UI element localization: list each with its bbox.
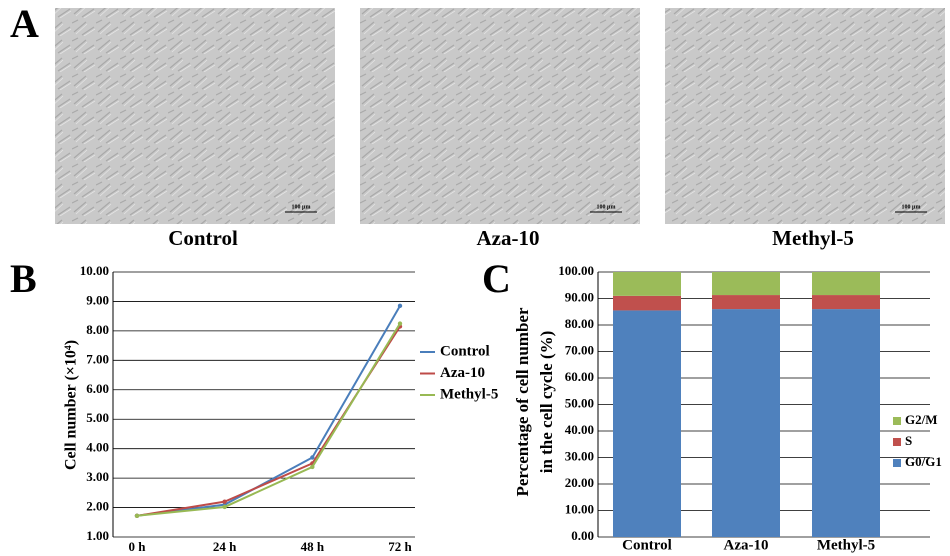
y-tick-label: 2.00 — [86, 499, 109, 514]
panel-label: C — [482, 256, 511, 301]
y-tick-label: 6.00 — [86, 381, 109, 396]
bar-segment — [712, 295, 780, 310]
scale-bar-label: 100 μm — [597, 204, 616, 210]
y-tick-label: 5.00 — [86, 410, 109, 425]
y-tick-label: 7.00 — [86, 351, 109, 366]
y-tick-label: 30.00 — [565, 448, 594, 463]
bar-segment — [613, 310, 681, 537]
x-tick-label: 0 h — [129, 539, 147, 554]
y-tick-label: 100.00 — [558, 263, 594, 278]
point — [222, 499, 227, 504]
point — [397, 321, 403, 326]
point — [222, 504, 227, 510]
scale-bar-label: 100 μm — [902, 204, 921, 210]
x-tick-label: 24 h — [213, 539, 237, 554]
micrograph — [360, 8, 640, 224]
y-tick-label: 10.00 — [565, 501, 594, 516]
line — [136, 305, 401, 517]
legend-label: G2/M — [905, 412, 938, 427]
y-axis-label: Cell number (×10⁴) — [63, 340, 80, 470]
x-tick-label: Methyl-5 — [817, 537, 875, 553]
legend-label: S — [905, 433, 912, 448]
y-tick-label: 20.00 — [565, 475, 594, 490]
line — [136, 323, 401, 517]
bar-segment — [712, 272, 780, 296]
bar-segment — [613, 272, 681, 296]
y-tick-label: 4.00 — [86, 440, 109, 455]
y-tick-label: 3.00 — [86, 469, 109, 484]
image-caption: Aza-10 — [477, 226, 540, 250]
image-caption: Control — [168, 226, 238, 250]
point — [310, 455, 315, 460]
bar-segment — [613, 295, 681, 311]
y-tick-label: 10.00 — [80, 263, 109, 278]
y-tick-label: 90.00 — [565, 289, 594, 304]
x-tick-label: Aza-10 — [724, 537, 769, 553]
y-tick-label: 40.00 — [565, 422, 594, 437]
point — [310, 464, 315, 470]
panel-label: B — [10, 256, 37, 301]
legend-label: Methyl-5 — [440, 386, 498, 402]
legend-swatch — [893, 459, 901, 467]
y-tick-label: 9.00 — [86, 292, 109, 307]
y-tick-label: 0.00 — [571, 528, 594, 543]
bar-segment — [812, 295, 880, 310]
legend-swatch — [893, 417, 901, 425]
legend-label: G0/G1 — [905, 454, 942, 469]
legend-swatch — [893, 438, 901, 446]
point — [134, 513, 140, 518]
bar-segment — [812, 309, 880, 537]
scale-bar-label: 100 μm — [292, 204, 311, 210]
x-tick-label: 72 h — [388, 539, 412, 554]
y-tick-label: 50.00 — [565, 395, 594, 410]
image-caption: Methyl-5 — [772, 226, 854, 250]
y-tick-label: 70.00 — [565, 342, 594, 357]
y-axis-label: in the cell cycle (%) — [537, 331, 556, 474]
x-tick-label: Control — [622, 537, 672, 553]
y-tick-label: 1.00 — [86, 528, 109, 543]
legend-label: Aza-10 — [440, 365, 485, 381]
bar-segment — [712, 309, 780, 537]
point — [397, 303, 403, 309]
legend-label: Control — [440, 343, 490, 359]
micrograph — [665, 8, 945, 224]
micrograph — [55, 8, 335, 224]
y-axis-label: Percentage of cell number — [513, 307, 532, 496]
x-tick-label: 48 h — [301, 539, 325, 554]
y-tick-label: 60.00 — [565, 369, 594, 384]
bar-segment — [812, 272, 880, 296]
y-tick-label: 8.00 — [86, 322, 109, 337]
panel-label: A — [10, 1, 39, 46]
y-tick-label: 80.00 — [565, 316, 594, 331]
